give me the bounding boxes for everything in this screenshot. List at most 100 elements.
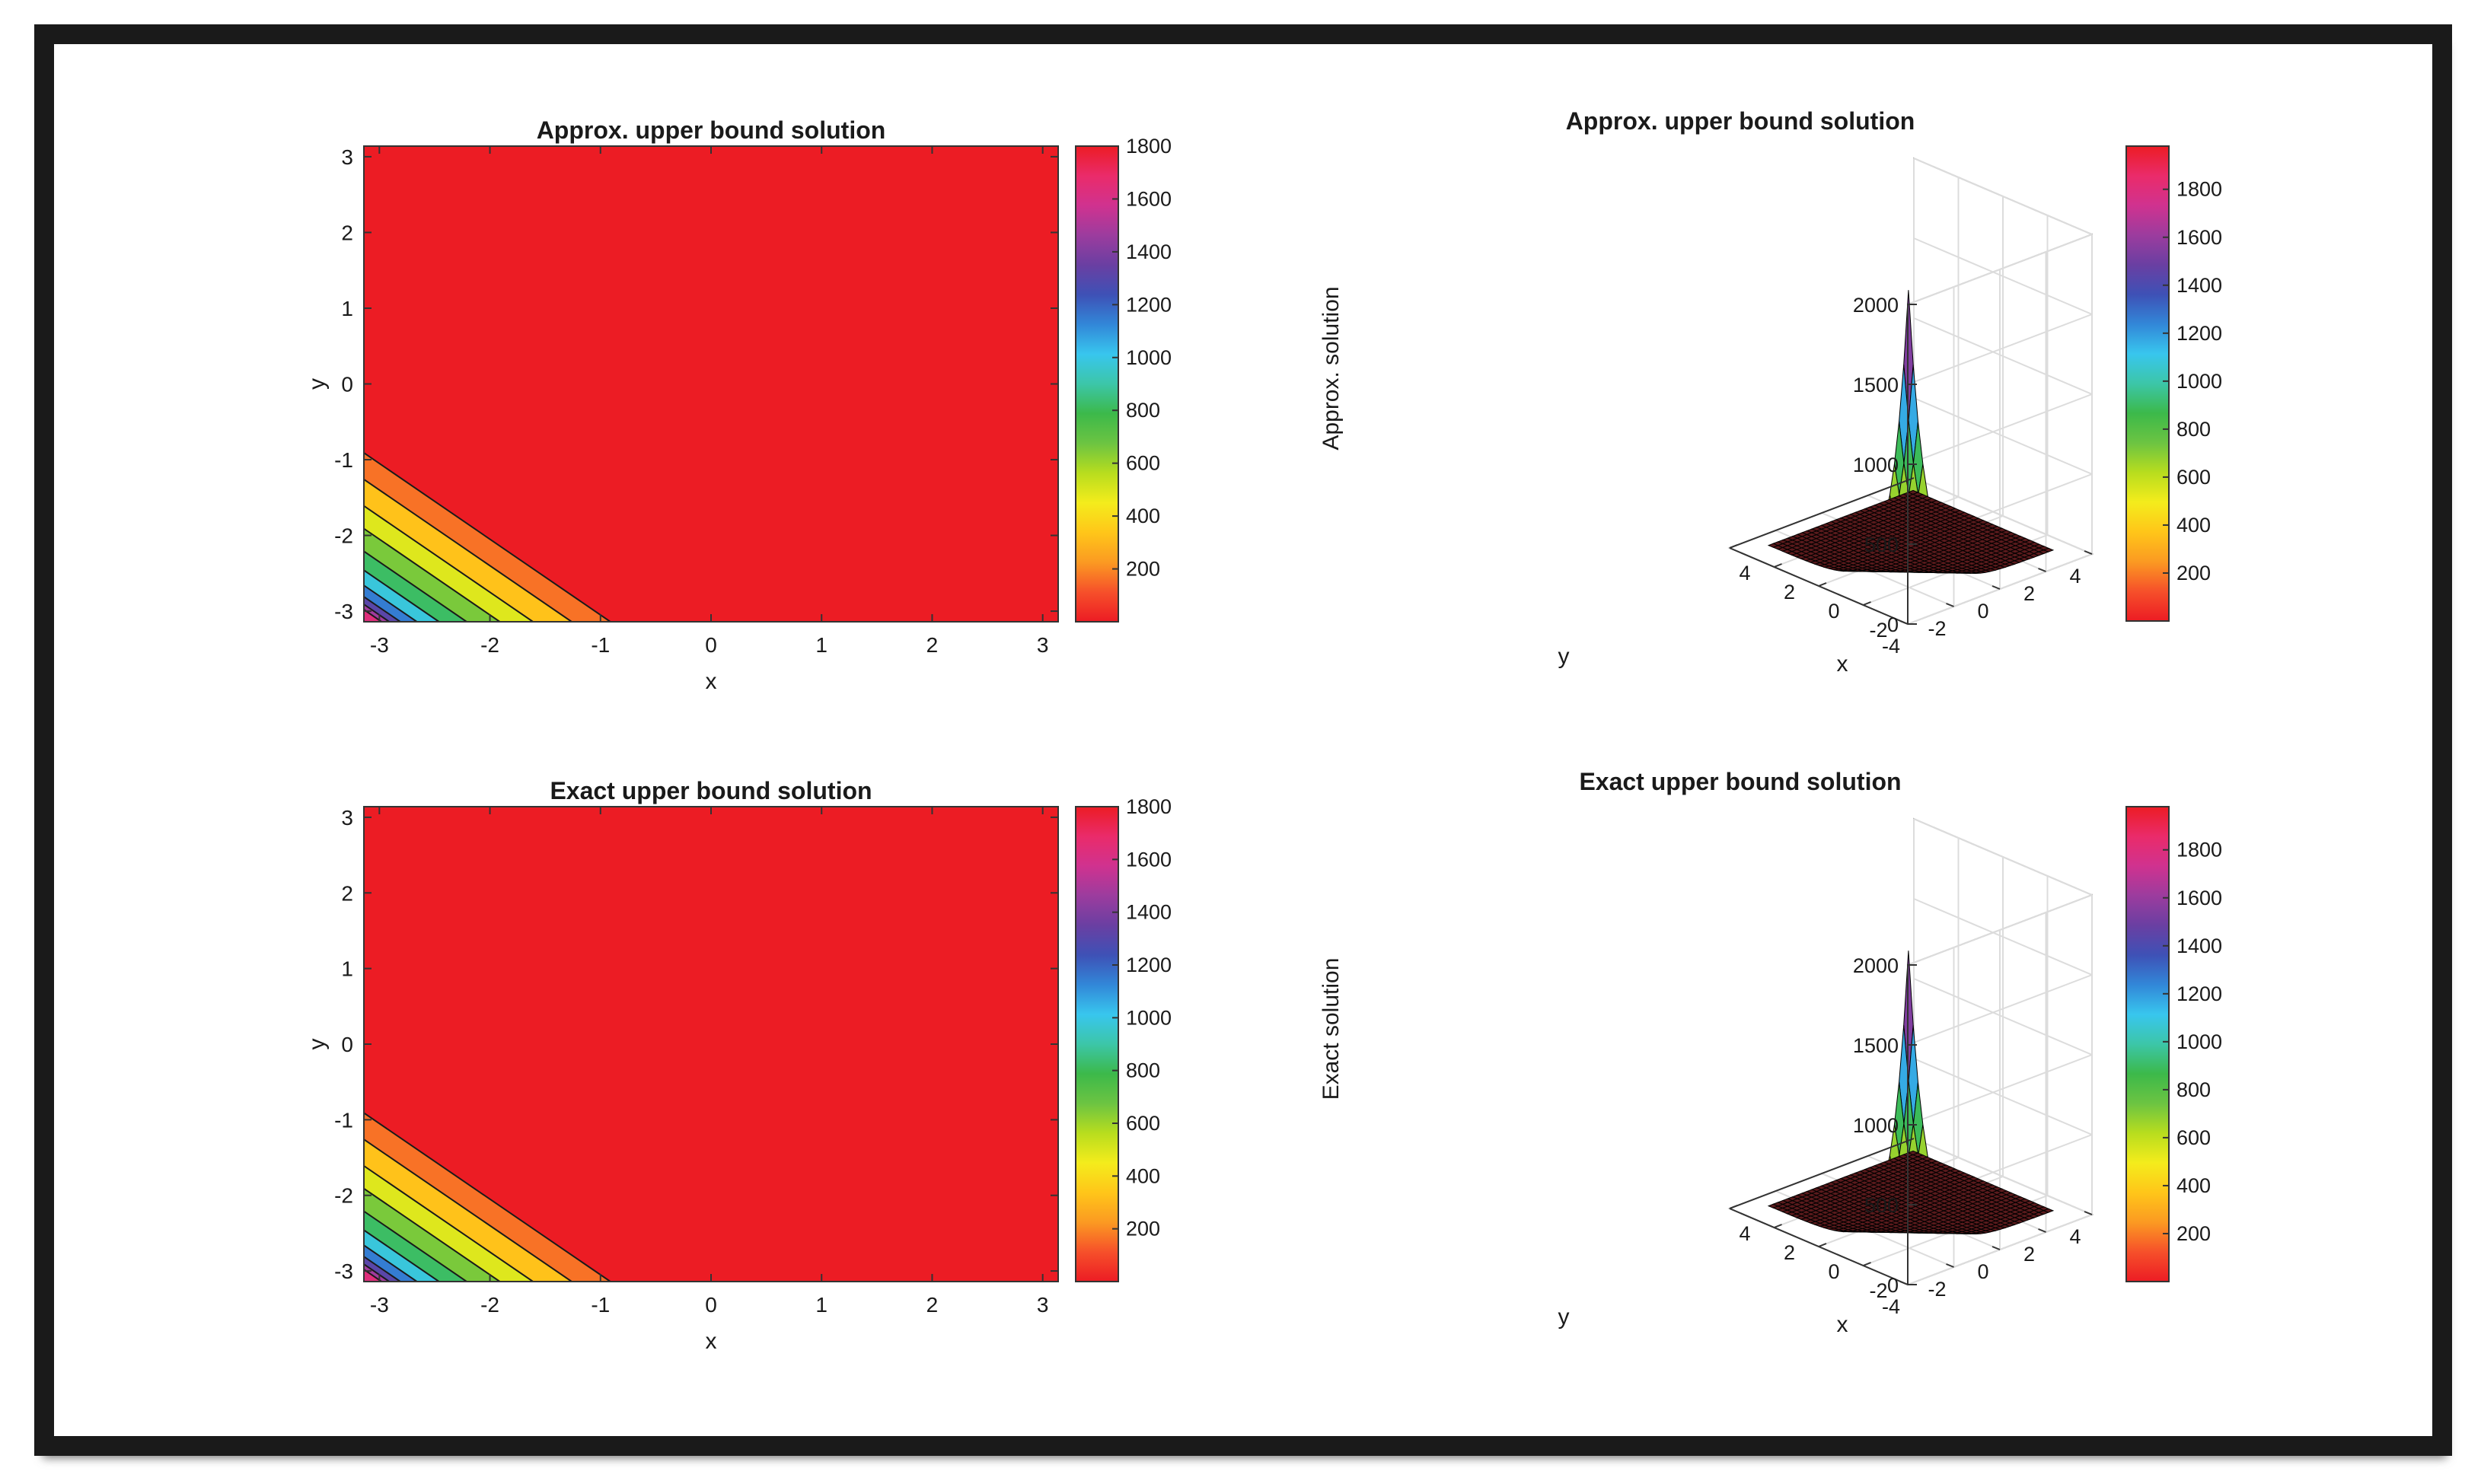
colorbar-tick-label: 1400 bbox=[2176, 935, 2222, 957]
grid-line bbox=[1907, 393, 2093, 465]
contour-plot-approx: -3 -2 -1 0 1 2 3 3 2 1 0 -1 -2 -3 Approx. upper bound … bbox=[305, 116, 1172, 694]
grid-line bbox=[1913, 898, 2093, 976]
x-tick-label: 2 bbox=[1784, 1241, 1795, 1264]
y-tick-label: -4 bbox=[1882, 635, 1900, 658]
colorbar-tick-label: 200 bbox=[2176, 562, 2211, 584]
axis-line bbox=[1729, 477, 1915, 549]
colorbar-tick-label: 200 bbox=[1126, 1218, 1160, 1240]
colorbar-tick-label: 1200 bbox=[1126, 954, 1172, 976]
z-tick-label: 1500 bbox=[1853, 1034, 1899, 1057]
colorbar-tick-label: 1200 bbox=[2176, 322, 2222, 345]
grid-line bbox=[1913, 317, 2093, 395]
grid-line bbox=[1913, 1138, 2093, 1215]
colorbar bbox=[2125, 806, 2170, 1282]
colorbar-tick-label: 400 bbox=[1126, 505, 1160, 527]
chart-title: Approx. upper bound solution bbox=[537, 116, 886, 144]
y-tick-label: -2 bbox=[1928, 617, 1946, 640]
colorbar-tick-label: 200 bbox=[1126, 558, 1160, 581]
z-tick-label: 1000 bbox=[1853, 1114, 1899, 1137]
contour-plot-exact: -3 -2 -1 0 1 2 3 3 2 1 0 -1 -2 -3 Exact upper bound so… bbox=[305, 777, 1172, 1354]
grid-line bbox=[1913, 477, 2093, 555]
y-tick bbox=[2038, 1228, 2046, 1233]
grid-line bbox=[1907, 234, 2093, 305]
y-tick-label: 0 bbox=[1977, 600, 1988, 623]
z-tick-label: 500 bbox=[1864, 533, 1899, 556]
y-tick bbox=[2038, 568, 2046, 572]
grid-line bbox=[1913, 1058, 2093, 1135]
y-tick-label: 2 bbox=[2023, 1243, 2035, 1266]
colorbar-tick-label: 1000 bbox=[2176, 1030, 2222, 1053]
x-axis-label: x bbox=[1837, 651, 1848, 677]
z-tick-label: 1500 bbox=[1853, 374, 1899, 396]
colorbar-tick-label: 600 bbox=[2176, 466, 2211, 489]
colorbar-tick-label: 800 bbox=[1126, 1059, 1160, 1082]
x-tick-label: -1 bbox=[591, 633, 610, 657]
colorbar-tick-label: 1000 bbox=[2176, 370, 2222, 393]
y-tick bbox=[1991, 1246, 2001, 1250]
x-tick bbox=[1863, 1262, 1871, 1266]
x-tick bbox=[1774, 1224, 1782, 1228]
y-tick-label: -3 bbox=[334, 1259, 353, 1283]
y-tick-label: 4 bbox=[2069, 1225, 2081, 1248]
x-tick-label: -2 bbox=[480, 633, 499, 657]
x-tick-label: -2 bbox=[1869, 1279, 1887, 1302]
y-tick-label: 2 bbox=[341, 221, 353, 244]
colorbar-tick-label: 400 bbox=[1126, 1164, 1160, 1187]
z-tick-label: 0 bbox=[1887, 1274, 1899, 1297]
y-tick-label: -2 bbox=[1928, 1278, 1946, 1301]
z-tick-label: 1000 bbox=[1853, 454, 1899, 476]
colorbar-tick-label: 1000 bbox=[1126, 1006, 1172, 1029]
y-axis-label: y bbox=[1558, 644, 1570, 669]
y-tick-label: 0 bbox=[1977, 1260, 1988, 1283]
chart-title: Exact upper bound solution bbox=[1579, 768, 1901, 795]
y-tick-label: 3 bbox=[341, 145, 353, 169]
colorbar-tick-label: 400 bbox=[2176, 1174, 2211, 1197]
x-tick-label: -2 bbox=[1869, 619, 1887, 642]
x-tick-label: 2 bbox=[1784, 581, 1795, 603]
y-axis-label: y bbox=[305, 1039, 330, 1050]
colorbar-tick-label: 1400 bbox=[1126, 901, 1172, 924]
y-tick-label: 0 bbox=[341, 1033, 353, 1056]
y-tick-label: -4 bbox=[1882, 1295, 1900, 1318]
grid-line bbox=[1913, 397, 2093, 475]
x-tick-label: 4 bbox=[1739, 562, 1750, 584]
grid-line bbox=[1913, 818, 2093, 896]
colorbar-tick-label: 600 bbox=[1126, 452, 1160, 475]
grid-line bbox=[1907, 894, 2093, 966]
colorbar bbox=[1075, 145, 1119, 623]
x-tick-label: 1 bbox=[815, 633, 828, 657]
y-tick-label: 0 bbox=[341, 373, 353, 396]
colorbar-tick-label: 200 bbox=[2176, 1222, 2211, 1245]
y-tick bbox=[2084, 1211, 2093, 1215]
colorbar-tick-label: 600 bbox=[1126, 1112, 1160, 1135]
colorbar-tick-label: 1800 bbox=[2176, 839, 2222, 861]
y-tick-label: -3 bbox=[334, 600, 353, 623]
chart-title: Approx. upper bound solution bbox=[1566, 107, 1915, 135]
y-tick-label: -2 bbox=[334, 524, 353, 548]
surface-mesh bbox=[1767, 290, 2055, 575]
surface-patch bbox=[1907, 1150, 1919, 1155]
grid-line bbox=[1913, 978, 2093, 1056]
z-tick-label: 500 bbox=[1864, 1194, 1899, 1217]
surface-patch bbox=[1907, 489, 1919, 495]
grid-line bbox=[1907, 314, 2093, 385]
colorbar-tick-label: 1400 bbox=[1126, 240, 1172, 263]
x-tick-label: 2 bbox=[926, 1293, 939, 1317]
z-tick-label: 0 bbox=[1887, 613, 1899, 636]
colorbar-tick-label: 600 bbox=[2176, 1126, 2211, 1149]
colorbar-tick-label: 1600 bbox=[2176, 226, 2222, 249]
x-tick bbox=[1729, 1205, 1738, 1209]
y-tick bbox=[1899, 620, 1909, 625]
x-tick bbox=[1818, 1243, 1827, 1247]
x-tick-label: 2 bbox=[926, 633, 939, 657]
grid-line bbox=[1907, 974, 2093, 1046]
colorbar bbox=[2125, 145, 2170, 622]
x-tick-label: -3 bbox=[370, 1293, 389, 1317]
colorbar-tick-label: 1000 bbox=[1126, 346, 1172, 369]
x-tick-label: 3 bbox=[1037, 1293, 1049, 1317]
y-tick-label: 2 bbox=[341, 881, 353, 905]
colorbar-tick-label: 1800 bbox=[1126, 135, 1172, 158]
x-tick-label: 1 bbox=[815, 1293, 828, 1317]
x-tick bbox=[1863, 601, 1871, 606]
